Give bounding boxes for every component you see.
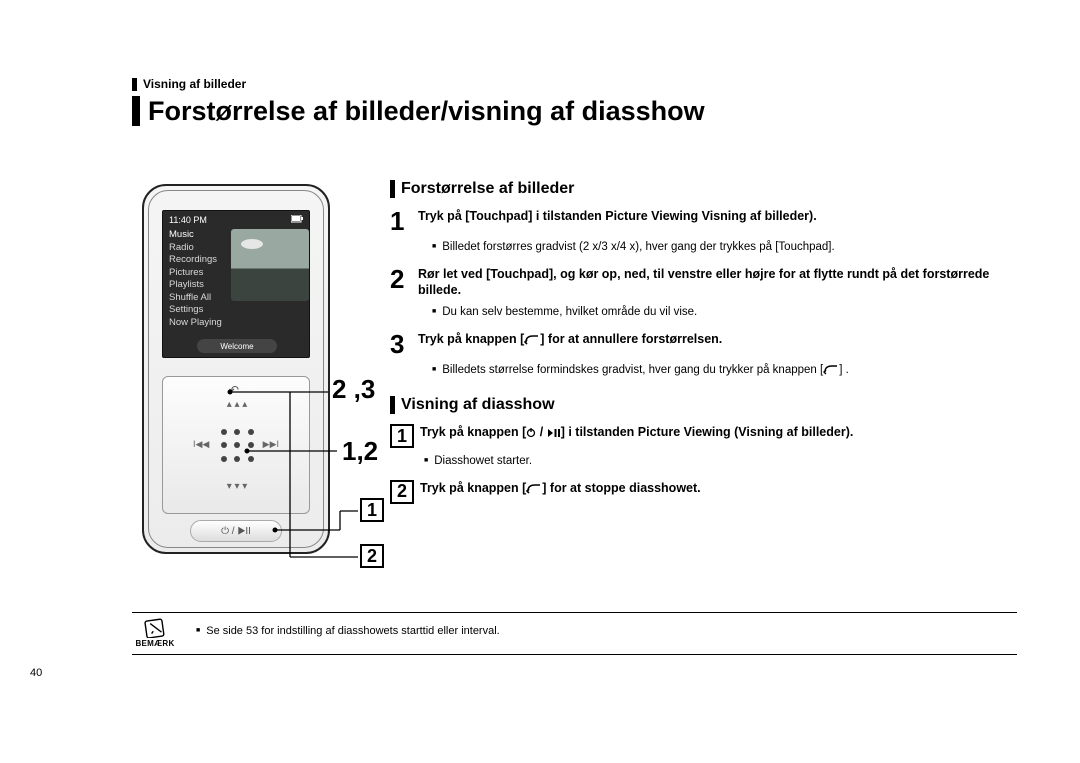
step-number: 1	[390, 208, 418, 234]
callout-box-2: 2	[360, 544, 384, 568]
step3-note: Billedets størrelse formindskes gradvist…	[390, 363, 1020, 379]
note-text: Se side 53 for indstilling af diasshowet…	[196, 618, 500, 639]
section2-heading: Visning af diasshow	[390, 396, 1020, 414]
step-number-box: 1	[390, 424, 414, 448]
note-box: BEMÆRK Se side 53 for indstilling af dia…	[138, 618, 1018, 648]
divider	[132, 612, 1017, 613]
step-number: 3	[390, 331, 418, 357]
divider	[132, 654, 1017, 655]
battery-icon	[291, 215, 303, 226]
sec2-step2-text: Tryk på knappen [] for at stoppe diassho…	[420, 480, 1020, 497]
step-number-box: 2	[390, 480, 414, 504]
welcome-pill: Welcome	[197, 339, 277, 353]
page-title: Forstørrelse af billeder/visning af dias…	[132, 96, 705, 126]
page-number: 40	[30, 667, 42, 679]
section1-heading: Forstørrelse af billeder	[390, 180, 1020, 198]
device-menu: Music Radio Recordings Pictures Playlist…	[169, 229, 237, 329]
play-pause-icon	[547, 428, 561, 438]
device-thumbnail	[231, 229, 309, 301]
step3-text: Tryk på knappen [] for at annullere fors…	[418, 331, 1020, 348]
step2-note: Du kan selv bestemme, hvilket område du …	[390, 305, 1020, 321]
back-arrow-icon	[526, 483, 542, 494]
back-arrow-icon	[823, 364, 839, 375]
sec2-step1-note: Diasshowet starter.	[390, 454, 1020, 470]
note-label: BEMÆRK	[135, 639, 174, 648]
step1-text: Tryk på [Touchpad] i tilstanden Picture …	[418, 208, 1020, 225]
device-screen: 11:40 PM Music Radio Recordings Pictures…	[162, 210, 310, 358]
instructions-column: Forstørrelse af billeder 1 Tryk på [Touc…	[390, 180, 1020, 510]
step-number: 2	[390, 266, 418, 292]
breadcrumb: Visning af billeder	[132, 78, 246, 91]
clock-text: 11:40 PM	[169, 215, 207, 225]
step2-text: Rør let ved [Touchpad], og kør op, ned, …	[418, 266, 1020, 300]
power-icon	[526, 427, 536, 438]
back-arrow-icon	[524, 334, 540, 345]
note-icon: BEMÆRK	[138, 618, 172, 648]
step1-note: Billedet forstørres gradvist (2 x/3 x/4 …	[390, 240, 1020, 256]
prev-icon: I◀◀	[193, 439, 209, 450]
sec2-step1-text: Tryk på knappen [ / ] i tilstanden Pictu…	[420, 424, 1020, 441]
